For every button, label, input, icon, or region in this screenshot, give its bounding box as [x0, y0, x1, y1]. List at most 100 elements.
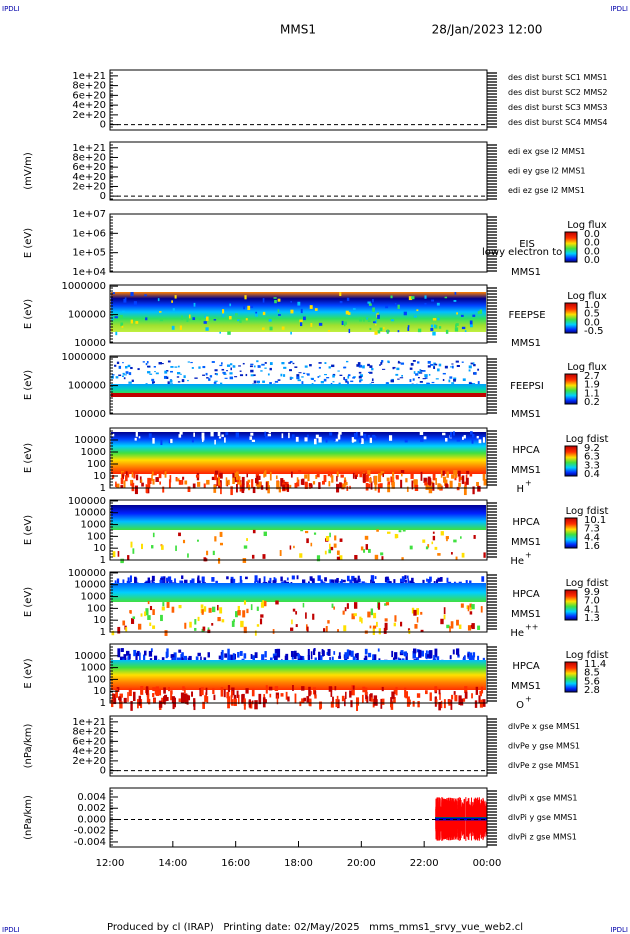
- spectrogram-texture: [274, 299, 277, 304]
- spectrogram-texture: [123, 298, 127, 303]
- colorbar-tick-label: 7.3: [584, 524, 600, 535]
- spectrogram-texture: [381, 368, 386, 370]
- spectrogram-texture: [153, 365, 156, 368]
- spectrogram-texture: [329, 579, 333, 584]
- spectrogram-texture: [146, 361, 149, 364]
- mission-label: MMS1: [511, 465, 541, 476]
- spectrogram-texture: [363, 433, 367, 440]
- spectrogram-texture: [361, 694, 364, 703]
- spectrogram-texture: [331, 475, 334, 483]
- spectrogram-texture: [158, 688, 162, 696]
- spectrogram-texture: [400, 479, 403, 489]
- spectrogram-texture: [141, 482, 144, 487]
- spectrogram-texture: [397, 378, 400, 380]
- spectrogram-texture: [152, 437, 155, 444]
- spectrogram-texture: [372, 625, 377, 629]
- spectrogram-texture: [343, 625, 347, 632]
- spectrogram-texture: [410, 473, 414, 479]
- spectrogram-texture: [203, 657, 207, 661]
- spectrogram-texture: [465, 580, 468, 586]
- spectrogram-texture: [293, 545, 295, 549]
- spectrogram-texture: [268, 318, 272, 322]
- spectrogram-texture: [468, 369, 471, 372]
- spectrogram-texture: [344, 698, 346, 707]
- spectrogram-texture: [391, 481, 395, 489]
- spectrogram-texture: [312, 649, 316, 656]
- ion-label: +: [525, 479, 532, 488]
- spectrogram-texture: [160, 544, 163, 547]
- spectrogram-texture: [120, 558, 124, 564]
- spectrogram-texture: [172, 697, 176, 708]
- spectrogram-texture: [364, 655, 368, 663]
- y-tick-label: 4e+20: [72, 746, 106, 757]
- colorbar: [564, 302, 578, 334]
- spectrogram-texture: [214, 536, 217, 542]
- spectrogram-texture: [356, 652, 359, 662]
- spectrogram-texture: [164, 370, 168, 374]
- spectrogram-texture: [436, 579, 439, 585]
- spectrogram-texture: [112, 551, 116, 558]
- spectrogram-texture: [176, 478, 180, 482]
- spectrogram-texture: [278, 314, 281, 316]
- spectrogram-texture: [232, 477, 235, 485]
- spectrogram-texture: [252, 655, 255, 661]
- spectrogram-texture: [229, 303, 232, 307]
- spectrogram-texture: [174, 578, 176, 584]
- spectrogram-texture: [368, 548, 371, 553]
- spectrogram-texture: [168, 439, 171, 444]
- spectrogram-texture: [362, 686, 366, 693]
- spectrogram-texture: [384, 618, 388, 622]
- spectrogram-texture: [158, 311, 162, 313]
- spectrogram-texture: [372, 299, 374, 303]
- spectrogram-texture: [182, 476, 185, 480]
- colorbar: [564, 517, 578, 549]
- spectrogram-texture: [193, 432, 195, 437]
- spectrogram-texture: [264, 431, 267, 436]
- spectrogram-texture: [152, 687, 156, 692]
- spectrogram-texture: [151, 378, 155, 382]
- spectrogram-texture: [333, 438, 336, 442]
- plot-frame: [109, 787, 488, 848]
- spectrogram-texture: [227, 685, 231, 692]
- spectrogram-texture: [114, 364, 117, 367]
- spectrogram-texture: [427, 476, 431, 485]
- spectrogram-texture: [120, 648, 124, 653]
- spectrogram-texture: [353, 577, 357, 584]
- spectrogram-texture: [152, 625, 156, 629]
- spectrogram-texture: [296, 374, 300, 377]
- spectrogram-texture: [172, 657, 176, 661]
- spectrogram-texture: [153, 698, 156, 704]
- spectrogram-texture: [161, 606, 165, 611]
- spectrogram-texture: [208, 378, 211, 381]
- legend-entry: edi ez gse l2 MMS1: [508, 186, 585, 195]
- spectrogram-texture: [171, 300, 173, 303]
- y-tick-label: 0.004: [77, 792, 106, 803]
- spectrogram-texture: [293, 650, 297, 660]
- spectrogram-texture: [434, 686, 438, 692]
- y-tick-label: 4e+20: [72, 100, 106, 111]
- spectrogram-texture: [367, 301, 371, 304]
- spectrogram-texture: [450, 431, 452, 438]
- spectrogram-texture: [471, 693, 473, 699]
- spectrogram-texture: [301, 478, 305, 486]
- spectrogram-texture: [442, 432, 446, 436]
- spectrogram-texture: [197, 652, 201, 657]
- spectrogram-texture: [174, 366, 178, 368]
- spectrogram-texture: [219, 364, 223, 367]
- spectrogram-texture: [133, 471, 136, 479]
- spectrogram-texture: [404, 439, 408, 443]
- spectrogram-texture: [305, 612, 307, 619]
- spectrogram-texture: [188, 314, 191, 319]
- spectrogram-texture: [314, 690, 317, 697]
- spectrogram-texture: [287, 696, 290, 702]
- spectrogram-texture: [439, 692, 441, 700]
- spectrogram-texture: [319, 375, 321, 377]
- spectrogram-band: [111, 292, 486, 332]
- spectrogram-texture: [344, 477, 346, 481]
- spectrogram-texture: [410, 362, 414, 366]
- spectrogram-texture: [359, 379, 363, 381]
- spectrogram-texture: [469, 431, 473, 435]
- colorbar-tick-label: 11.4: [584, 659, 606, 670]
- spectrogram-texture: [116, 483, 120, 489]
- spectrogram-texture: [304, 481, 308, 489]
